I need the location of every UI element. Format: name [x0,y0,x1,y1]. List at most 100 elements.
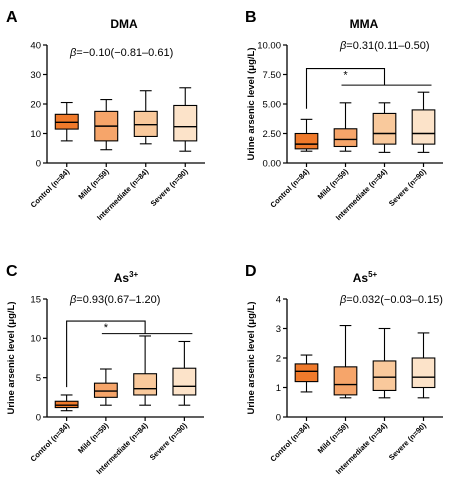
panel-title-text: As [353,271,369,285]
beta-annotation: β=0.31(0.11–0.50) [339,40,430,52]
box-1 [54,394,79,412]
significance-bracket: * [305,68,432,109]
iqr-box [411,357,436,389]
panel-c: C As3+ Urine arsenic level (μg/L) 0 5 10 15 Con… [6,263,204,476]
panel-title: DMA [110,17,138,31]
x-tick-label: Control (n=84) [268,167,311,210]
x-tick-label: Control (n=84) [268,421,311,464]
beta-symbol: β [339,40,347,52]
iqr-box [294,132,319,150]
y-tick-label: 10 [30,129,41,140]
iqr-box [333,128,358,148]
y-tick-label: 10 [30,334,41,345]
y-tick-label: 15 [30,294,41,305]
box-1 [54,101,79,142]
box-4 [172,340,197,406]
box-2 [333,324,358,399]
box-3 [372,327,397,399]
x-tick-label: Severe (n=90) [148,421,189,462]
beta-annotation: β=0.032(−0.03–0.15) [339,294,443,306]
box-4 [173,87,198,152]
y-tick-label: 2 [276,353,281,364]
panel-label: D [245,263,257,280]
beta-value: =−0.10(−0.81–0.61) [76,47,173,59]
iqr-box [172,367,197,396]
y-tick-label: 30 [30,70,41,81]
beta-annotation: β=0.93(0.67–1.20) [69,294,160,306]
y-tick-label: 1 [276,383,281,394]
panel-title: As3+ [114,270,139,285]
box-3 [372,102,397,153]
box-2 [333,102,358,152]
y-tick-label: 2.50 [263,129,282,140]
box-2 [94,99,119,151]
iqr-box [333,366,358,396]
y-axis-label: Urine arsenic level (μg/L) [246,302,257,415]
x-tick-label: Mild (n=59) [76,421,111,456]
y-tick-label: 0.00 [263,158,282,169]
x-tick-label: Mild (n=59) [316,421,351,456]
y-tick-label: 4 [276,294,281,305]
bracket-line [305,68,386,109]
panel-label: C [6,263,18,280]
box-1 [294,118,319,152]
significance-bracket: * [66,320,193,388]
panel-title-text: MMA [350,17,379,31]
y-tick-label: 5.00 [263,99,282,110]
box-3 [133,335,158,406]
significance-star: * [343,70,348,82]
beta-symbol: β [69,47,77,59]
y-tick-label: 0 [36,412,41,423]
beta-value: =0.032(−0.03–0.15) [346,294,443,306]
iqr-box [173,104,198,142]
panel-title-text: DMA [110,17,138,31]
iqr-box [133,110,158,138]
box-4 [411,332,436,399]
y-axis-label: Urine arsenic level (μg/L) [246,48,257,161]
iqr-box [372,112,397,145]
y-tick-label: 5 [36,373,41,384]
panel-title: As5+ [353,270,378,285]
beta-symbol: β [339,294,347,306]
box-4 [411,91,436,153]
iqr-box [372,360,397,392]
y-tick-label: 0 [36,158,41,169]
x-tick-label: Mild (n=59) [76,167,111,202]
y-tick-label: 7.50 [263,70,282,81]
x-tick-label: Control (n=84) [29,167,72,210]
panel-d: D As5+ Urine arsenic level (μg/L) 0 1 2 3 4 Cont… [245,263,443,476]
x-tick-label: Severe (n=90) [149,167,190,208]
iqr-box [411,109,436,145]
panel-label: B [245,9,257,26]
beta-value: =0.93(0.67–1.20) [76,294,160,306]
box-3 [133,90,158,145]
y-tick-label: 10.00 [257,40,281,51]
x-tick-label: Severe (n=90) [387,421,428,462]
beta-annotation: β=−0.10(−0.81–0.61) [69,47,173,59]
iqr-box [294,363,319,383]
panel-b: B MMA Urine arsenic level (μg/L) 0.00 2.50 5.… [245,9,443,222]
beta-symbol: β [69,294,77,306]
x-tick-label: Control (n=84) [29,421,72,464]
panel-label: A [6,9,18,26]
iqr-box [54,400,79,409]
y-tick-label: 20 [30,99,41,110]
panel-title: MMA [350,17,379,31]
significance-star: * [104,322,109,334]
y-axis-label: Urine arsenic level (μg/L) [6,302,17,415]
iqr-box [133,373,158,396]
iqr-box [93,382,118,398]
y-tick-label: 3 [276,324,281,335]
box-2 [93,368,118,406]
box-1 [294,354,319,393]
beta-value: =0.31(0.11–0.50) [346,40,429,52]
x-tick-label: Mild (n=59) [316,167,351,202]
y-tick-label: 40 [30,40,41,51]
bracket-line [66,320,146,388]
y-tick-label: 0 [276,412,281,423]
panel-title-superscript: 5+ [368,270,377,279]
panel-title-text: As [114,271,130,285]
panel-title-superscript: 3+ [129,270,138,279]
